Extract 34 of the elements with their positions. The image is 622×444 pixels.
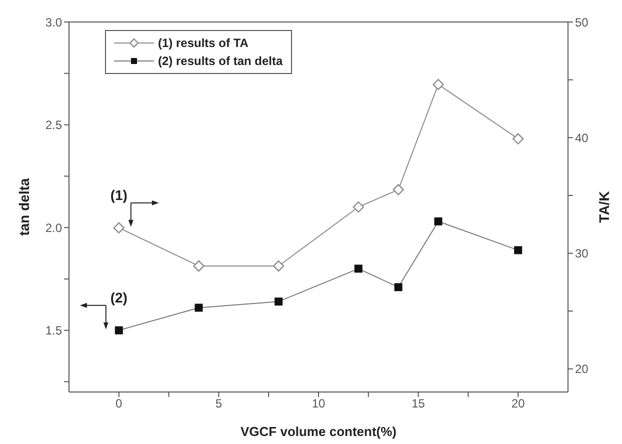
x-axis-title: VGCF volume content(%) [240, 424, 397, 439]
point [354, 264, 362, 273]
y2-tick-label: 20 [575, 362, 589, 376]
point [274, 298, 283, 306]
text: 2.0 [45, 220, 62, 235]
y2-tick-label: 30 [575, 246, 589, 261]
point [113, 222, 124, 234]
point [114, 326, 123, 334]
x-tick-label: 20 [511, 396, 526, 411]
x-tick-label: 10 [312, 396, 326, 411]
y2-tick-label: 40 [575, 130, 589, 145]
point [352, 201, 364, 213]
legend-label: (1) results of TA [158, 35, 248, 52]
point [432, 78, 444, 90]
text: 3.0 [45, 15, 62, 30]
point [194, 304, 203, 312]
annotation: (2) [110, 289, 128, 306]
x-tick-label: 0 [116, 396, 123, 411]
point [272, 260, 284, 272]
annotation: (1) [110, 186, 128, 203]
legend-label: (2) results of tan delta [158, 53, 283, 70]
point [512, 133, 524, 144]
y-axis-title: tan delta [16, 178, 32, 236]
point [392, 184, 404, 196]
x-tick-label: 15 [412, 396, 426, 411]
point [193, 260, 204, 272]
x-tick-label: 5 [215, 396, 222, 411]
point [434, 217, 442, 226]
y-tick-label: 2.5 [45, 118, 62, 132]
y2-tick-label: 50 [575, 15, 589, 30]
point [514, 246, 522, 254]
point [394, 283, 402, 292]
y2-axis-title: TA/K [596, 191, 612, 223]
y-tick-label: 1.5 [45, 324, 62, 338]
